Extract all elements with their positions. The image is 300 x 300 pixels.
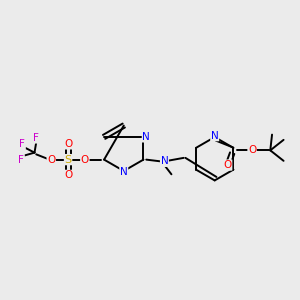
Text: O: O	[224, 160, 232, 170]
Text: N: N	[120, 167, 127, 177]
Text: N: N	[160, 156, 168, 167]
Text: F: F	[33, 133, 39, 143]
Text: O: O	[64, 170, 72, 180]
Text: O: O	[81, 154, 89, 165]
Text: O: O	[248, 145, 256, 155]
Text: N: N	[142, 132, 150, 142]
Text: N: N	[211, 131, 219, 141]
Text: F: F	[18, 154, 24, 165]
Text: O: O	[64, 139, 72, 149]
Text: F: F	[19, 139, 25, 149]
Text: O: O	[47, 154, 56, 165]
Text: S: S	[64, 154, 72, 165]
